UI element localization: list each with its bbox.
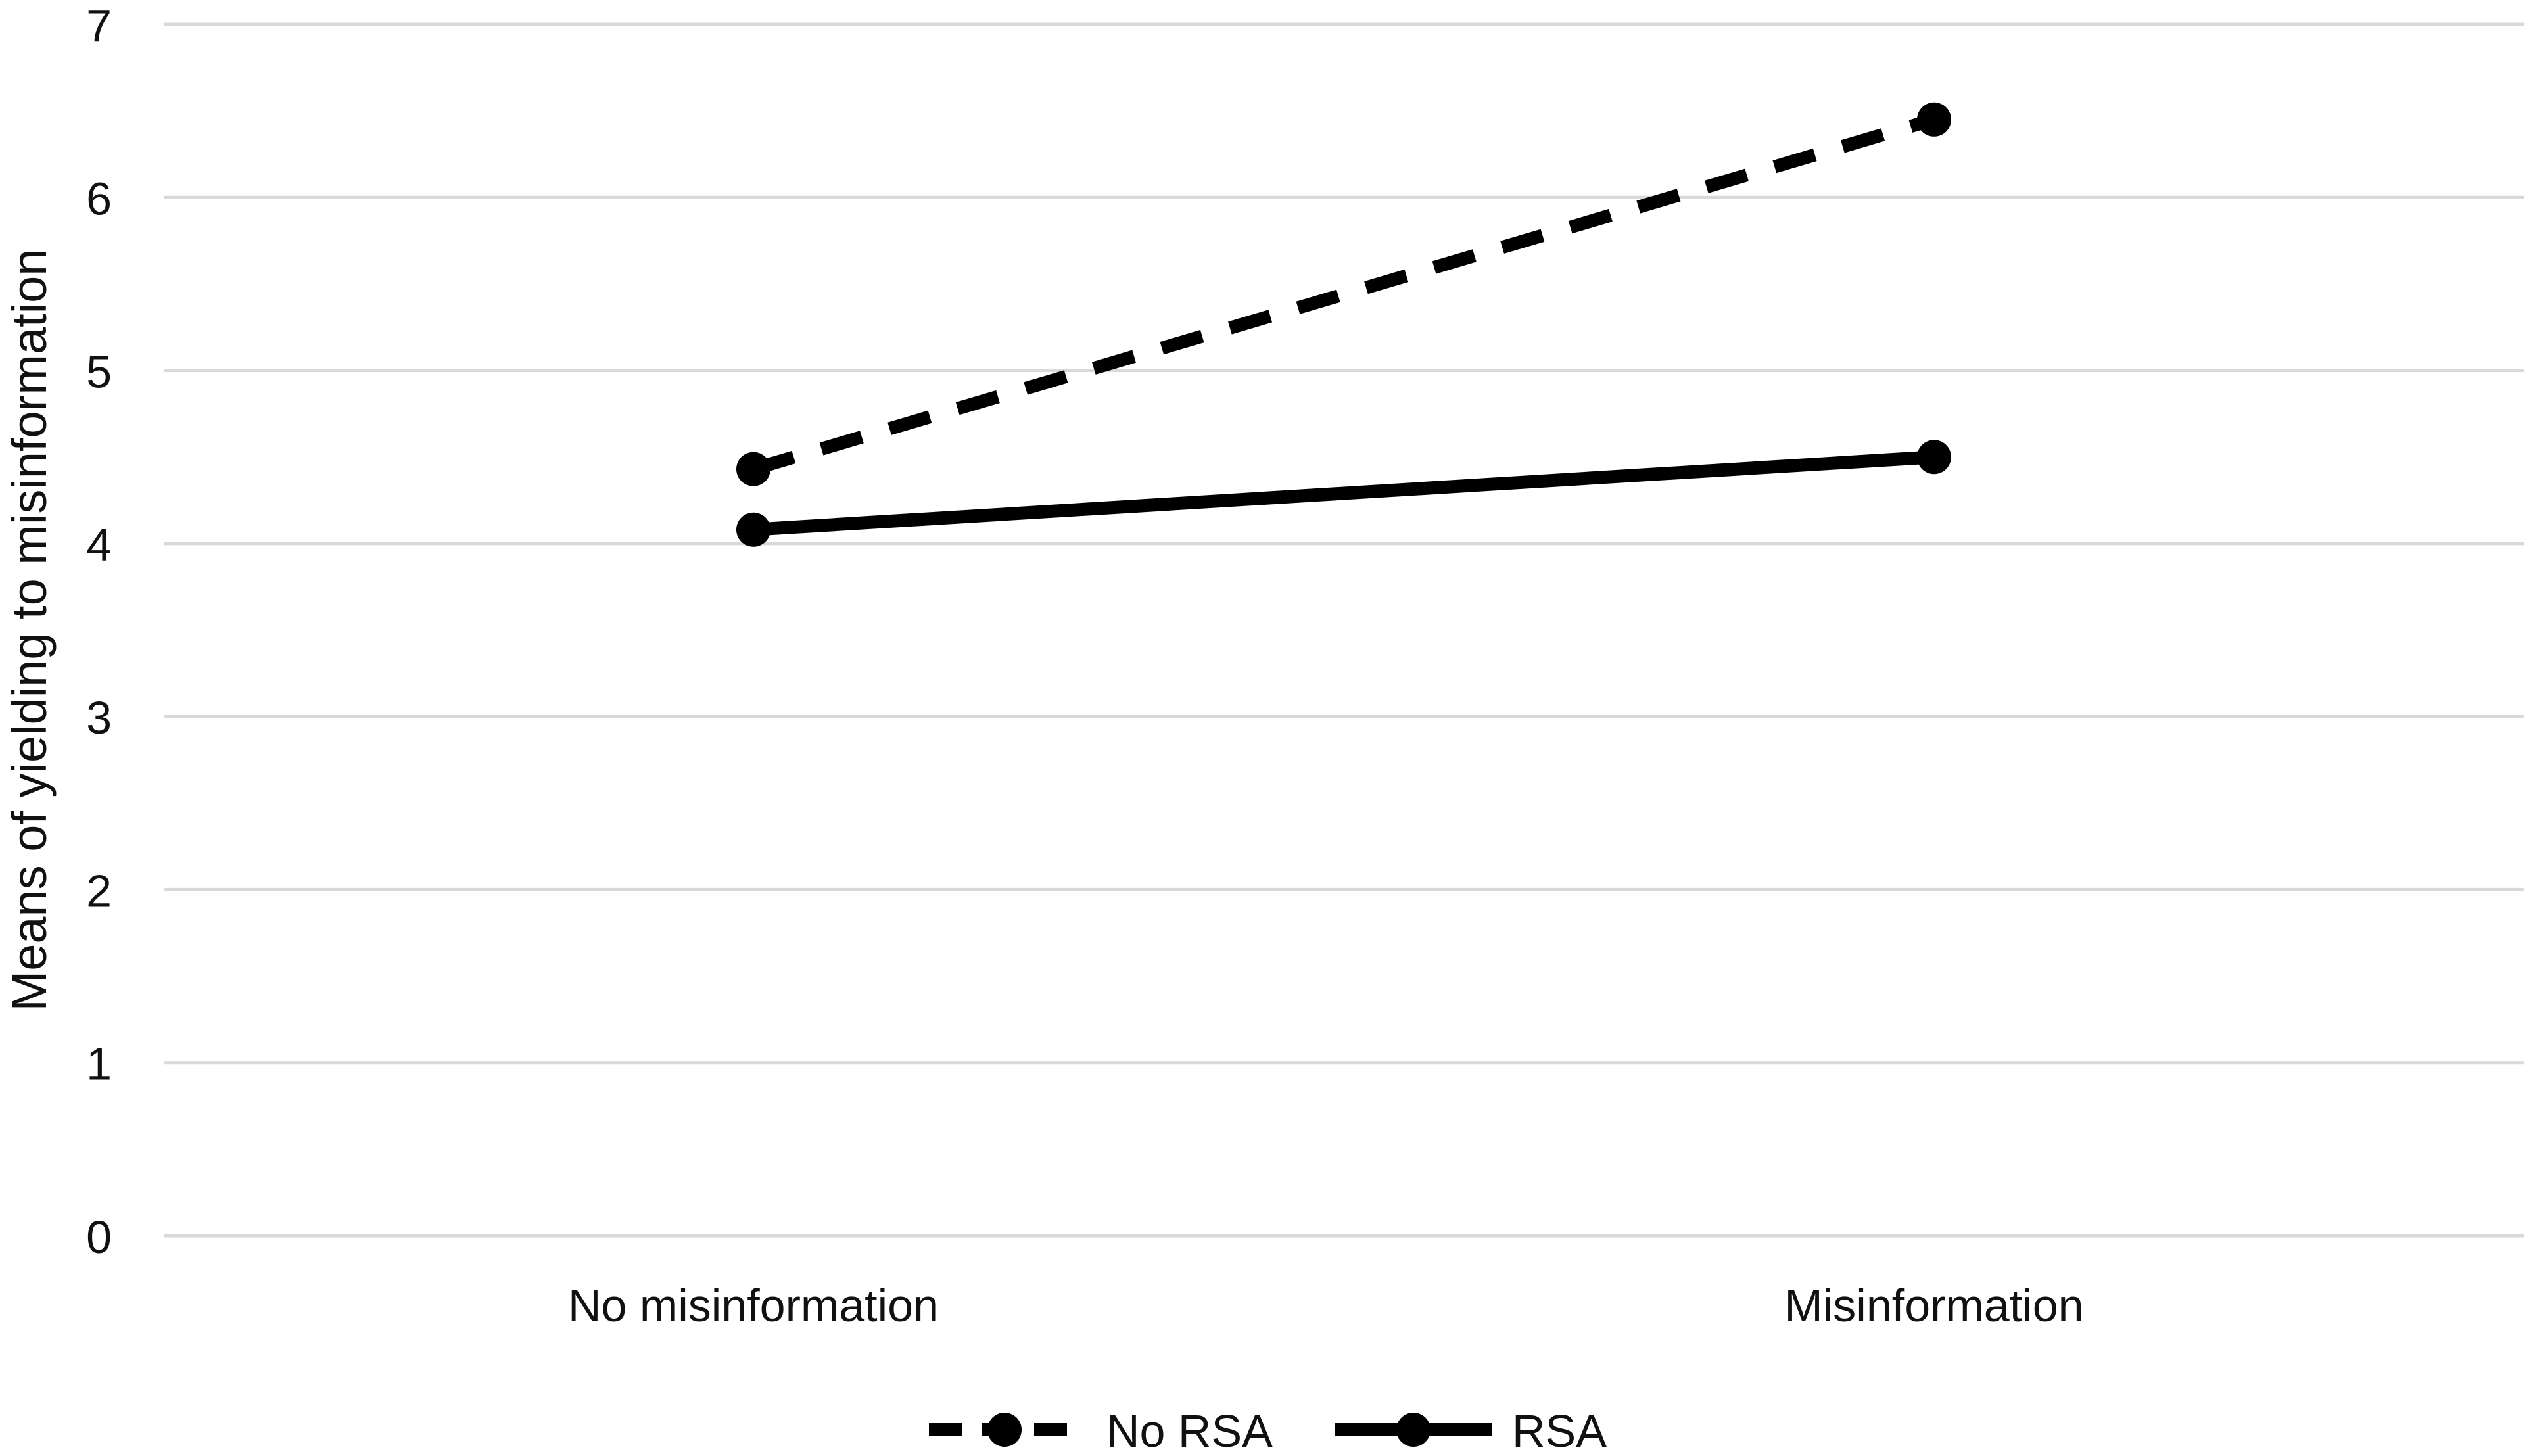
- y-tick-label: 3: [86, 692, 112, 743]
- legend: No RSA RSA: [929, 1405, 1607, 1456]
- legend-marker: [987, 1413, 1022, 1447]
- legend-marker: [1396, 1413, 1431, 1447]
- gridlines: [164, 22, 2524, 1238]
- y-axis-label: Means of yielding to misinformation: [2, 249, 57, 1012]
- legend-item: No RSA: [929, 1405, 1273, 1456]
- x-tick-label: No misinformation: [568, 1280, 939, 1331]
- y-tick-label: 2: [86, 865, 112, 916]
- x-tick-labels: No misinformation Misinformation: [568, 1280, 2084, 1331]
- y-tick-label: 6: [86, 173, 112, 224]
- legend-label: No RSA: [1106, 1405, 1273, 1453]
- x-tick-label: Misinformation: [1784, 1280, 2083, 1331]
- legend-label: RSA: [1512, 1405, 1607, 1453]
- data-point: [736, 452, 770, 486]
- y-tick-labels: 0 1 2 3 4 5 6 7: [86, 0, 112, 1263]
- series-no-rsa: [736, 102, 1951, 486]
- y-tick-label: 4: [86, 519, 112, 571]
- series: [736, 102, 1951, 547]
- y-tick-label: 1: [86, 1039, 112, 1090]
- series-line: [753, 450, 1935, 536]
- data-point: [736, 512, 770, 547]
- data-point: [1917, 102, 1951, 137]
- legend-item: RSA: [1335, 1405, 1607, 1456]
- series-rsa: [736, 440, 1951, 547]
- y-tick-label: 0: [86, 1211, 112, 1263]
- data-point: [1917, 440, 1951, 475]
- series-line: [751, 113, 1936, 476]
- y-tick-label: 7: [86, 0, 112, 51]
- y-tick-label: 5: [86, 346, 112, 398]
